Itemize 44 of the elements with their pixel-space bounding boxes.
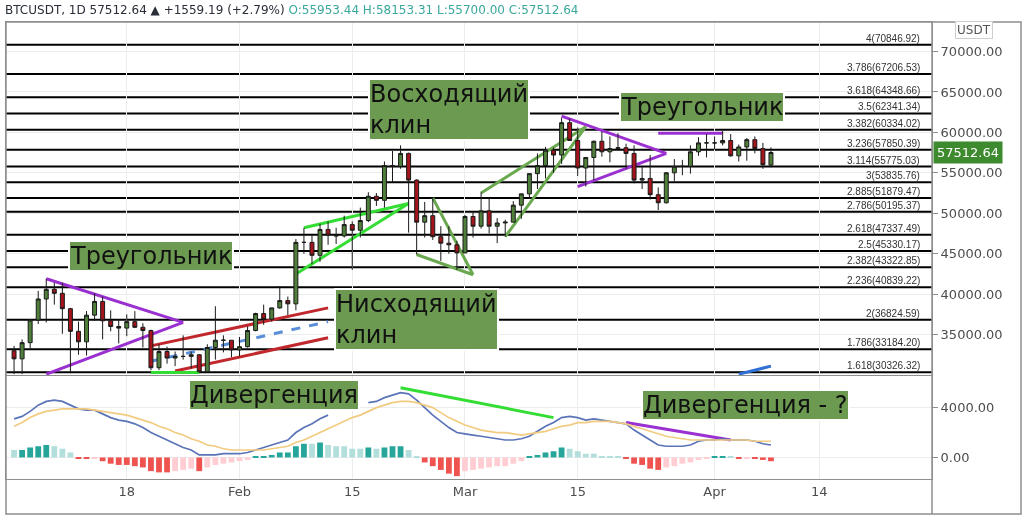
annotation: Восходящий клин: [370, 80, 529, 140]
y-tick-label: 70000.00: [940, 44, 1003, 60]
y-tick-label: 60000.00: [940, 124, 1003, 140]
ref-line-label: 3.5(62341.34): [858, 101, 921, 112]
x-tick-label: Mar: [452, 483, 478, 499]
annotation: Треугольник: [70, 242, 233, 270]
ref-line-label: 2.618(47337.49): [847, 223, 921, 234]
chart-subtitle: O:55953.44 H:58153.31 L:55700.00 C:57512.64: [288, 3, 579, 18]
ref-line-label: 1.786(33184.20): [847, 337, 921, 348]
text: 57512.64: [937, 145, 1000, 160]
ref-line-label: 2.382(43322.85): [847, 255, 921, 266]
ref-line-label: 3.786(67206.53): [847, 62, 921, 73]
y-tick-label: 40000.00: [940, 286, 1003, 302]
x-tick-label: 14: [811, 483, 828, 499]
ref-line-label: 2.236(40839.22): [847, 275, 921, 286]
y-tick-label: 0.00: [940, 450, 970, 465]
ref-line-label: 3.236(57850.39): [847, 138, 921, 149]
ref-line-label: 3.618(64348.66): [847, 85, 921, 96]
annotation: Дивергенция: [190, 381, 358, 409]
ref-line-label: 2.5(45330.17): [858, 239, 921, 250]
ref-line-label: 4(70846.92): [866, 33, 920, 44]
ref-line-label: 3(53835.76): [866, 170, 920, 181]
x-tick-label: Feb: [227, 483, 252, 499]
ref-line-label: 3.382(60334.02): [847, 118, 921, 129]
x-tick-label: 15: [343, 483, 361, 499]
y-tick-label: 55000.00: [940, 165, 1003, 181]
ref-line-label: 1.618(30326.32): [847, 360, 921, 371]
y-tick-label: 45000.00: [940, 246, 1003, 262]
ref-line-label: 2(36824.59): [866, 308, 920, 319]
y-tick-label: 35000.00: [940, 327, 1003, 343]
annotation: Треугольник: [621, 93, 784, 121]
x-tick-label: 18: [118, 483, 136, 499]
x-tick-label: 15: [569, 483, 586, 499]
annotation: Нисходящий клин: [336, 290, 497, 350]
chart-title: BTCUSDT, 1D 57512.64 ▲ +1559.19 (+2.79%): [5, 3, 285, 18]
y-axis-title: USDT: [957, 23, 991, 37]
x-tick-label: Apr: [703, 483, 727, 499]
annotation: Дивергенция - ?: [643, 391, 848, 419]
ref-line-label: 2.885(51879.47): [847, 186, 921, 197]
y-tick-label: 50000.00: [940, 205, 1003, 221]
ref-line-label: 2.786(50195.37): [847, 200, 921, 211]
y-tick-label: 4000.00: [940, 400, 995, 416]
ref-line-label: 3.114(55775.03): [847, 155, 920, 166]
y-tick-label: 65000.00: [940, 84, 1003, 100]
